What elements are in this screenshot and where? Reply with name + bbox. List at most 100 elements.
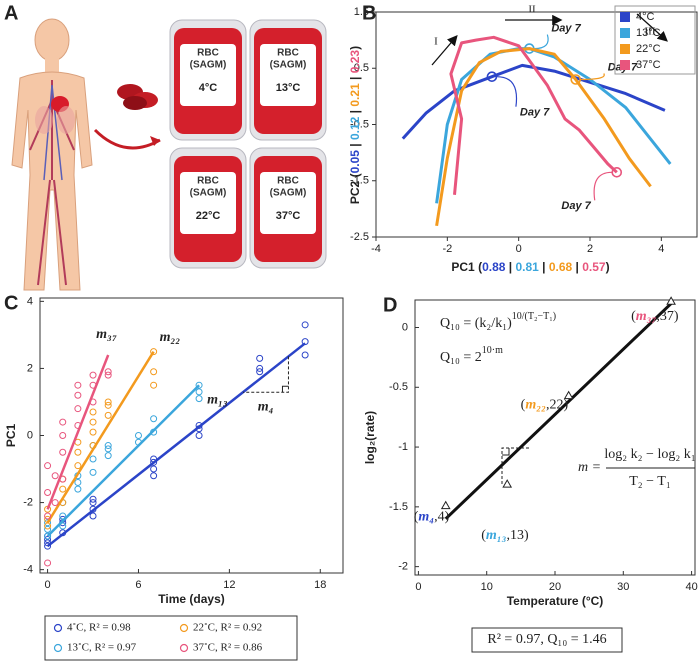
- y-axis-title-part: |: [348, 140, 362, 150]
- data-point: [195, 425, 203, 433]
- data-point: [74, 478, 82, 486]
- data-point: [89, 381, 97, 389]
- y-tick-label: 4: [27, 295, 33, 307]
- y-axis-title-part: 0.12: [348, 116, 362, 140]
- point-label-part: (: [481, 528, 486, 543]
- data-point: [150, 368, 158, 376]
- y-tick-label: -2: [398, 561, 408, 573]
- data-point: [89, 505, 97, 513]
- data-point: [59, 485, 67, 493]
- line-label: m₁₃: [207, 392, 228, 407]
- x-tick-label: 12: [223, 579, 235, 591]
- point-label-part: m₁₃: [486, 528, 507, 543]
- formula: Q₁₀ = 210·m: [440, 345, 503, 365]
- y-axis-title: PC1: [4, 424, 18, 448]
- data-point: [195, 432, 203, 439]
- point-label-part: ,13): [507, 528, 530, 543]
- bag-product: RBC: [197, 48, 219, 59]
- bag-temperature: 4°C: [199, 82, 218, 94]
- data-point: [59, 448, 67, 456]
- bag-temperature: 13°C: [276, 82, 301, 94]
- panel-label: C: [4, 292, 18, 314]
- point-label-part: m₂₂: [525, 398, 546, 413]
- legend-swatch: [620, 28, 630, 38]
- data-point: [89, 512, 97, 520]
- human-body: [11, 18, 93, 291]
- phase-arrow: [431, 35, 458, 66]
- formula-base: Q₁₀ = 2: [440, 350, 482, 365]
- legend-label: 22°C: [636, 43, 661, 55]
- data-point: [301, 338, 309, 346]
- y-tick-label: -1.5: [389, 501, 408, 513]
- data-point: [301, 321, 309, 329]
- y-tick-label: -1.5: [350, 175, 369, 187]
- data-point: [104, 411, 112, 419]
- y-tick-label: 0: [402, 321, 408, 333]
- data-point: [44, 542, 52, 550]
- data-point: [89, 455, 97, 463]
- slope-triangle: [501, 447, 530, 484]
- series-line: [435, 47, 652, 227]
- point-label-part: ,22): [546, 398, 569, 413]
- data-point: [89, 418, 97, 426]
- data-point: [104, 368, 112, 376]
- x-axis-title-part: PC1 (: [451, 260, 482, 274]
- y-tick-label: -2.5: [350, 231, 369, 243]
- formula-base: Q₁₀ = (k₂/k₁): [440, 316, 512, 331]
- fit-line: [444, 302, 673, 520]
- point-label-part: (: [414, 510, 419, 525]
- slope-numerator: log₂ k₂ − log₂ k₁: [604, 447, 695, 462]
- series-line: [449, 35, 618, 195]
- point-label-part: ,4): [434, 510, 450, 525]
- panel-label: D: [383, 294, 397, 316]
- legend-marker: [53, 623, 63, 633]
- y-tick-label: -1: [398, 441, 408, 453]
- data-point: [44, 525, 52, 533]
- data-point: [150, 415, 158, 423]
- point-label: (m₁₃,13): [481, 528, 529, 543]
- data-point: [44, 522, 52, 530]
- panel-label: B: [362, 2, 376, 24]
- x-axis-title-part: 0.88: [482, 260, 506, 274]
- point-label-part: m₄: [418, 510, 434, 525]
- data-point: [104, 445, 112, 453]
- data-point: [44, 519, 52, 527]
- x-tick-label: 4: [658, 243, 664, 255]
- data-point: [89, 495, 97, 503]
- legend-swatch: [620, 12, 630, 22]
- x-axis-title-part: |: [539, 260, 549, 274]
- data-point: [74, 391, 82, 399]
- data-point: [59, 512, 67, 520]
- y-tick-label: -0.5: [389, 381, 408, 393]
- summary: R² = 0.97, Q₁₀ = 1.46: [487, 632, 606, 647]
- point-label: (m₄,4): [414, 510, 450, 525]
- point-label: (m₂₂,22): [521, 398, 569, 413]
- data-point: [104, 442, 112, 450]
- transfer-arrow: [93, 128, 161, 150]
- y-axis-title-part: ): [348, 46, 362, 50]
- data-point: [104, 371, 112, 379]
- x-axis-title: Time (days): [158, 592, 224, 606]
- bag-solution: (SAGM): [190, 60, 227, 71]
- legend-box: [614, 5, 696, 75]
- data-point: [256, 368, 264, 376]
- x-axis-title-part: |: [572, 260, 582, 274]
- slope-triangle: [243, 356, 289, 393]
- x-tick-label: 30: [617, 581, 629, 593]
- phase-label: III: [645, 26, 656, 38]
- legend-label: 37˚C, R² = 0.86: [193, 642, 263, 654]
- x-tick-label: 40: [685, 581, 697, 593]
- y-axis-title-part: |: [348, 73, 362, 83]
- red-cells: [117, 84, 158, 110]
- y-axis-title: PC2 (0.05 | 0.12 | 0.21 | 0.23): [348, 46, 362, 204]
- y-axis-title-part: PC2 (: [348, 173, 362, 204]
- arrow-head: [150, 136, 160, 146]
- data-point: [134, 438, 142, 446]
- y-tick-label: 2: [27, 362, 33, 374]
- callout: [580, 73, 605, 81]
- formula-sup: 10·m: [482, 345, 503, 356]
- data-point: [59, 522, 67, 530]
- y-tick-label: -0.5: [350, 118, 369, 130]
- data-point: [89, 398, 97, 406]
